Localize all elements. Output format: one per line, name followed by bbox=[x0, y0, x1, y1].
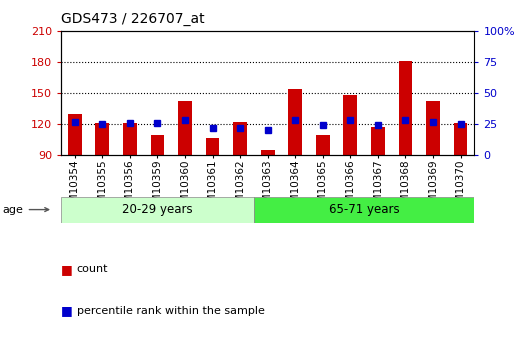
Bar bbox=[233, 122, 247, 155]
Bar bbox=[261, 150, 275, 155]
Bar bbox=[426, 101, 440, 155]
Text: ■: ■ bbox=[61, 263, 73, 276]
Bar bbox=[343, 95, 357, 155]
Bar bbox=[206, 138, 219, 155]
Bar bbox=[123, 123, 137, 155]
Bar bbox=[178, 101, 192, 155]
Bar bbox=[151, 135, 164, 155]
Bar bbox=[399, 61, 412, 155]
Text: 20-29 years: 20-29 years bbox=[122, 203, 193, 216]
Bar bbox=[288, 89, 302, 155]
Text: age: age bbox=[3, 205, 23, 215]
Text: percentile rank within the sample: percentile rank within the sample bbox=[77, 306, 264, 315]
Bar bbox=[254, 197, 474, 223]
Bar bbox=[61, 197, 254, 223]
Bar bbox=[454, 123, 467, 155]
Bar bbox=[68, 114, 82, 155]
Text: 65-71 years: 65-71 years bbox=[329, 203, 400, 216]
Bar bbox=[371, 127, 385, 155]
Bar bbox=[95, 123, 109, 155]
Text: ■: ■ bbox=[61, 304, 73, 317]
Text: GDS473 / 226707_at: GDS473 / 226707_at bbox=[61, 12, 205, 26]
Text: count: count bbox=[77, 264, 108, 274]
Bar bbox=[316, 135, 330, 155]
